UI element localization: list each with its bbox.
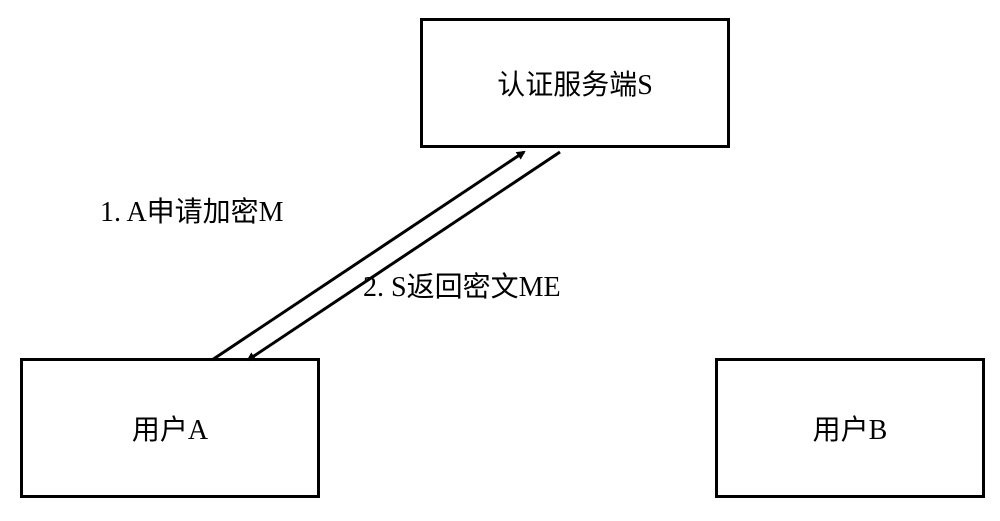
user-b-node: 用户B — [715, 358, 985, 498]
user-a-label: 用户A — [132, 408, 208, 448]
edge-s-to-a — [248, 152, 560, 360]
user-b-label: 用户B — [813, 408, 888, 448]
diagram-canvas: 认证服务端S 用户A 用户B 1. A申请加密M 2. S返回密文ME — [0, 0, 1000, 521]
server-label: 认证服务端S — [497, 63, 653, 103]
user-a-node: 用户A — [20, 358, 320, 498]
edge-a-to-s — [212, 152, 524, 360]
edge-label-2: 2. S返回密文ME — [363, 265, 561, 305]
server-node: 认证服务端S — [420, 18, 730, 148]
edge-label-1: 1. A申请加密M — [100, 190, 284, 230]
